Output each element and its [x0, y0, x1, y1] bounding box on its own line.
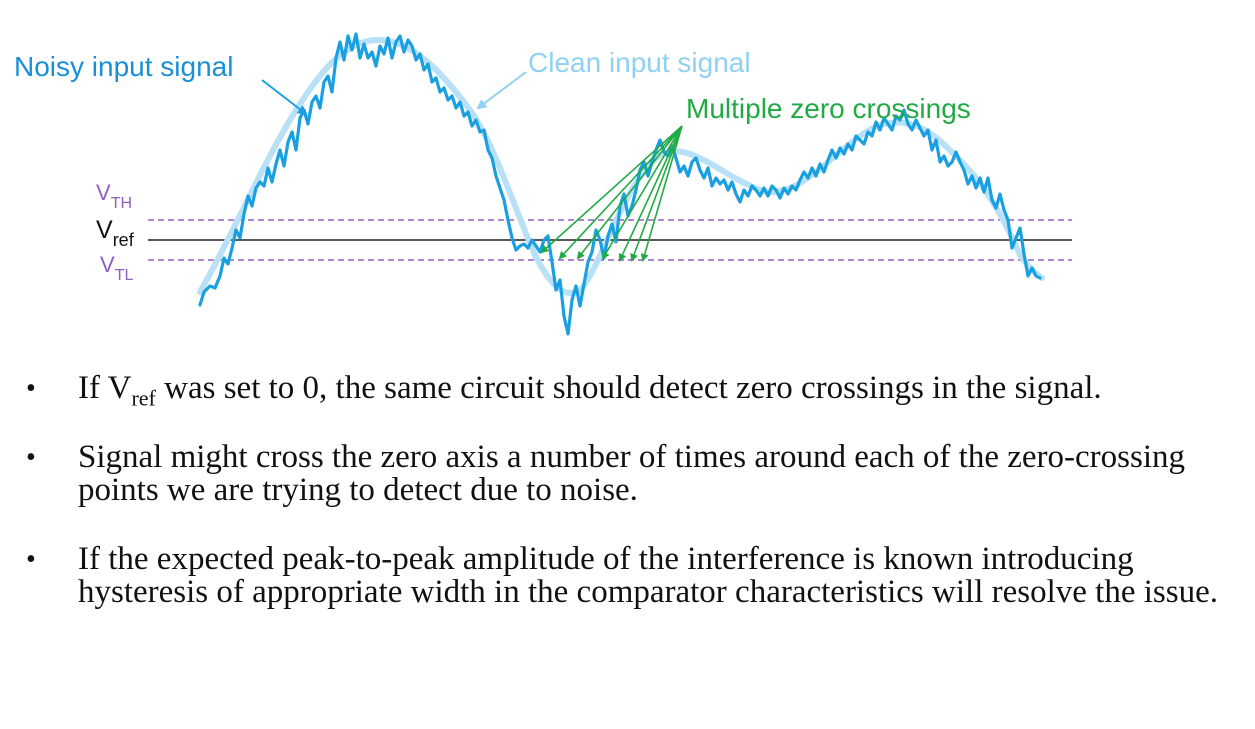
bullet-item: • Signal might cross the zero axis a num…: [0, 441, 1255, 507]
zero-crossing-arrow: [540, 125, 683, 254]
zero-crossing-arrow: [640, 125, 683, 262]
zero-crossing-arrow: [618, 125, 683, 262]
zero-crossing-arrow: [601, 125, 683, 260]
zero-crossing-arrow: [558, 125, 683, 260]
bullet-item: • If Vref was set to 0, the same circuit…: [0, 370, 1255, 411]
multiple-zero-crossings-label: Multiple zero crossings: [686, 93, 971, 124]
bullet-text: Signal might cross the zero axis a numbe…: [78, 439, 1185, 508]
vref-label: Vref: [96, 216, 135, 250]
bullet-text: If Vref was set to 0, the same circuit s…: [78, 370, 1102, 411]
zero-crossing-arrows: [540, 125, 683, 262]
noisy-signal-curve: [198, 32, 1042, 336]
bullet-dot: •: [26, 373, 36, 404]
bullet-text: If the expected peak-to-peak amplitude o…: [78, 541, 1218, 610]
bullet-item: • If the expected peak-to-peak amplitude…: [0, 543, 1255, 609]
vth-label: VTH: [96, 180, 132, 212]
clean-label-pointer: [476, 71, 527, 110]
zero-crossing-diagram: Noisy input signal Clean input signal Mu…: [14, 32, 1072, 336]
noisy-label-pointer: [261, 79, 308, 116]
noisy-signal-label: Noisy input signal: [14, 51, 233, 82]
vtl-label: VTL: [100, 252, 133, 284]
bullet-dot: •: [26, 442, 36, 473]
zero-crossing-arrow: [630, 125, 683, 262]
bullet-dot: •: [26, 544, 36, 575]
bullet-list: • If Vref was set to 0, the same circuit…: [0, 372, 1255, 645]
zero-crossing-arrow: [576, 125, 683, 260]
clean-signal-label: Clean input signal: [528, 47, 751, 78]
